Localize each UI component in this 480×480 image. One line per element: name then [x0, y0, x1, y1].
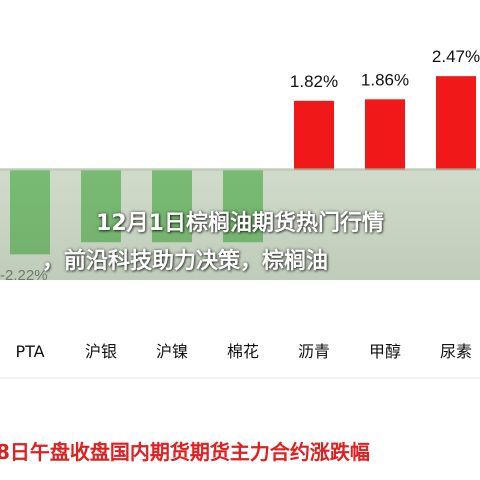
category-label-2: 沪镍 [156, 342, 188, 361]
data-label-6: 2.47% [432, 47, 480, 66]
bar-5 [365, 99, 405, 170]
bar-6 [436, 76, 476, 170]
category-label-6: 尿素 [440, 342, 472, 361]
data-label-5: 1.86% [361, 70, 409, 89]
category-label-4: 沥青 [298, 342, 330, 361]
category-label-0: PTA [15, 342, 44, 361]
labels-group: PTA 沪银 沪镍 棉花 沥青 1.82% 甲醇 1.86% 尿素 2.47% [15, 47, 480, 361]
category-label-3: 棉花 [227, 342, 259, 361]
headline-overlay [0, 168, 480, 280]
bar-4 [294, 100, 334, 170]
headline-line-1: 12月1日棕榈油期货热门行情 [96, 211, 384, 236]
headline-line-2: ，前沿科技助力决策，棕榈油 [42, 249, 329, 274]
category-label-1: 沪银 [85, 342, 117, 361]
data-label-4: 1.82% [290, 72, 338, 91]
chart-title: 8日午盘收盘国内期货期货主力合约涨跌幅 [0, 440, 370, 464]
category-label-5: 甲醇 [369, 342, 401, 361]
